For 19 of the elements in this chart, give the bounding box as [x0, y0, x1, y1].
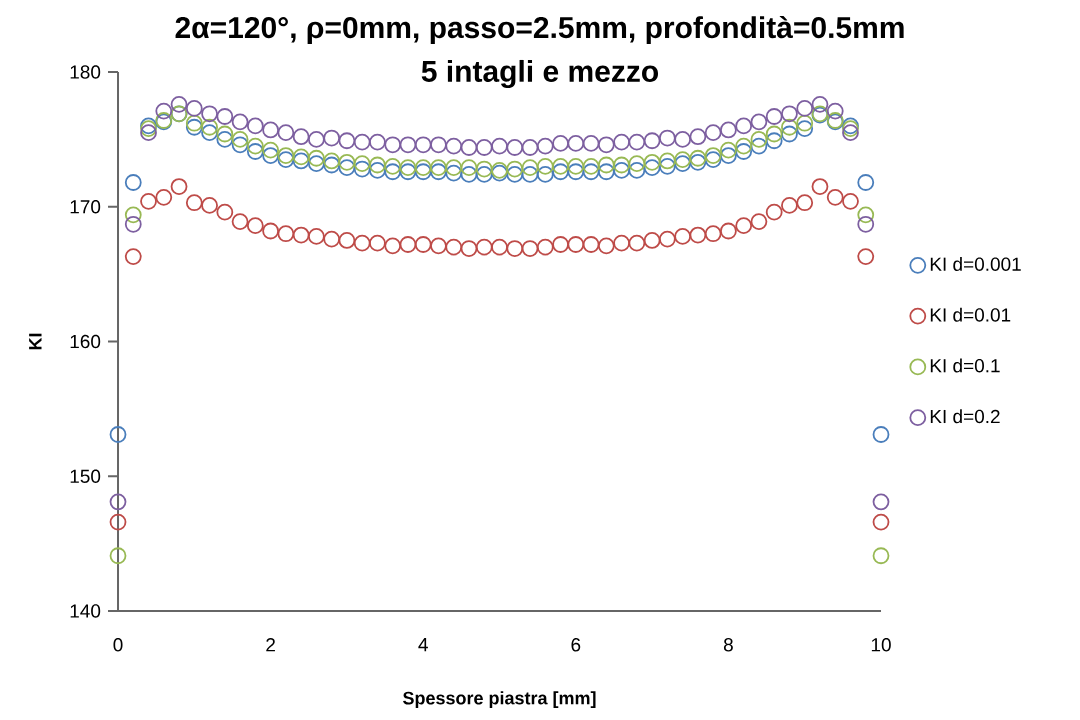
chart-title: 2α=120°, ρ=0mm, passo=2.5mm, profondità=0.5mm	[175, 15, 904, 45]
legend-label: KI d=0.2	[930, 409, 1000, 424]
x-axis-title: Spessore piastra [mm]	[403, 691, 596, 709]
y-tick-label: 160	[70, 334, 101, 349]
x-tick-label: 2	[266, 638, 275, 652]
y-tick-label: 180	[70, 65, 101, 79]
x-tick-label: 0	[113, 638, 123, 652]
x-tick-label: 4	[418, 638, 428, 652]
chart-subtitle: 5 intagli e mezzo	[421, 59, 659, 89]
legend-label: KI d=0.01	[930, 307, 1011, 322]
x-tick-label: 6	[571, 638, 581, 652]
legend-label: KI d=0.001	[930, 256, 1021, 271]
x-tick-label: 8	[723, 638, 733, 652]
legend-label: KI d=0.1	[930, 358, 1000, 373]
y-axis-title: KI	[29, 333, 42, 350]
y-tick-label: 170	[70, 200, 101, 214]
x-tick-label: 10	[871, 638, 891, 652]
y-tick-label: 150	[70, 469, 101, 483]
y-tick-label: 140	[70, 604, 101, 618]
